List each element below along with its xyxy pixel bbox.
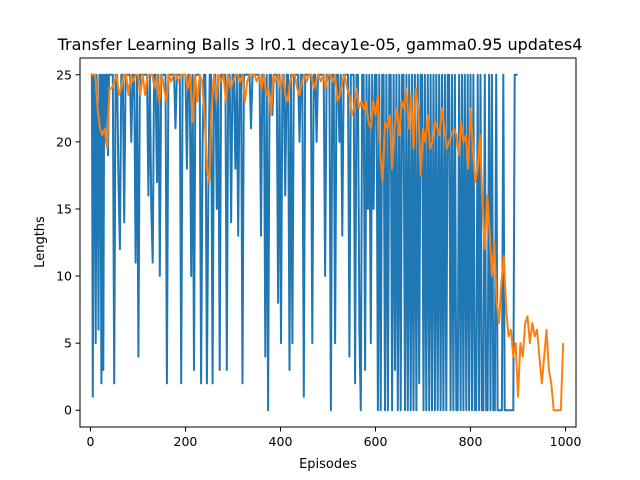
y-axis-ticks: 0 5 10 15 20 25 [56,67,80,418]
x-tick-label: 200 [174,434,198,449]
y-tick-label: 10 [56,269,72,284]
x-axis-ticks: 0 200 400 600 800 1000 [86,427,582,449]
chart-title: Transfer Learning Balls 3 lr0.1 decay1e-… [57,35,583,54]
y-tick-label: 5 [64,336,72,351]
y-axis-label: Lengths [33,216,48,268]
x-axis-label: Episodes [299,457,357,472]
series-line-moving-average [90,73,565,412]
series-line-episode-length [90,73,518,412]
x-tick-label: 800 [459,434,483,449]
y-tick-label: 0 [64,403,72,418]
x-tick-label: 1000 [550,434,582,449]
x-tick-label: 400 [269,434,293,449]
y-tick-label: 20 [56,134,72,149]
y-tick-label: 25 [56,67,72,82]
x-tick-label: 600 [364,434,388,449]
x-tick-label: 0 [86,434,94,449]
y-tick-label: 15 [56,201,72,216]
axes-frame [79,57,577,428]
plot-area [90,73,565,412]
